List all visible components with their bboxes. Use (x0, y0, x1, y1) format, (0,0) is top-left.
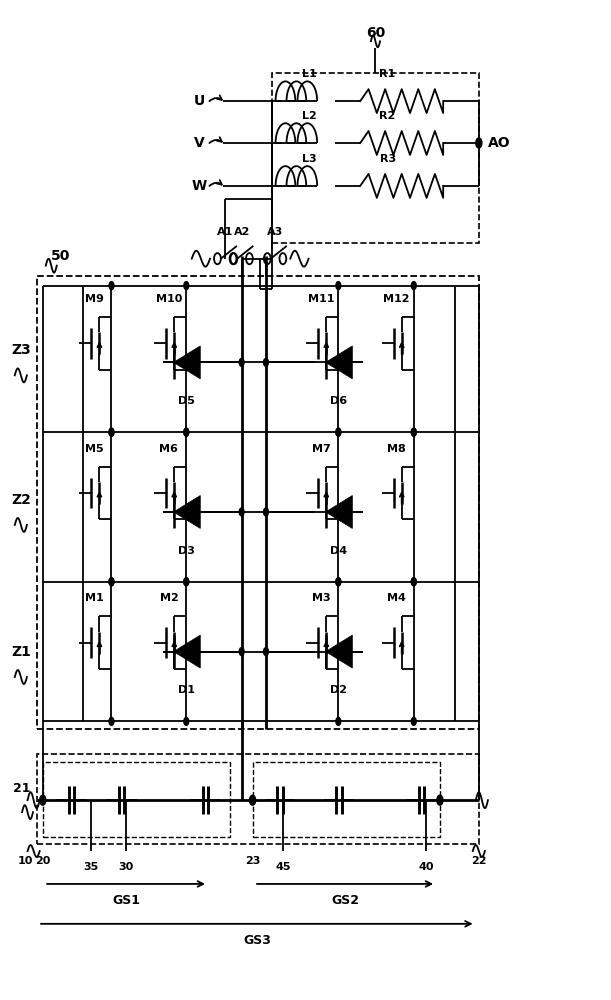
Text: L3: L3 (302, 154, 316, 164)
Text: A2: A2 (233, 227, 250, 237)
Text: 45: 45 (275, 862, 291, 872)
Bar (37, 754, 479, 844)
Text: D4: D4 (331, 546, 348, 556)
Text: 30: 30 (119, 862, 134, 872)
Circle shape (263, 648, 268, 656)
Text: R1: R1 (379, 69, 396, 79)
Circle shape (109, 282, 114, 290)
Circle shape (184, 428, 189, 436)
Circle shape (239, 358, 244, 366)
Text: AO: AO (488, 136, 511, 150)
Circle shape (263, 508, 268, 516)
Text: 21: 21 (13, 782, 30, 795)
Circle shape (411, 578, 416, 586)
Circle shape (184, 508, 189, 516)
Bar (272, 73, 479, 243)
Text: Z2: Z2 (11, 493, 31, 507)
Text: M10: M10 (156, 294, 182, 304)
Text: GS3: GS3 (243, 934, 271, 947)
Polygon shape (326, 635, 353, 668)
Text: M11: M11 (308, 294, 334, 304)
Text: GS2: GS2 (331, 894, 359, 907)
Text: D3: D3 (178, 546, 196, 556)
Circle shape (184, 282, 189, 290)
Circle shape (184, 578, 189, 586)
Circle shape (184, 428, 189, 436)
Text: R2: R2 (379, 111, 396, 121)
Circle shape (411, 578, 416, 586)
Circle shape (336, 578, 341, 586)
Text: D5: D5 (178, 396, 196, 406)
Bar (37, 276, 479, 729)
Circle shape (109, 428, 114, 436)
Circle shape (336, 428, 341, 436)
Text: M4: M4 (387, 593, 406, 603)
Text: M12: M12 (383, 294, 409, 304)
Text: M8: M8 (387, 444, 406, 454)
Circle shape (239, 508, 244, 516)
Circle shape (109, 578, 114, 586)
Polygon shape (174, 346, 200, 379)
Bar (43, 762, 230, 837)
Circle shape (184, 717, 189, 725)
Circle shape (411, 282, 416, 290)
Circle shape (411, 428, 416, 436)
Text: L2: L2 (302, 111, 316, 121)
Polygon shape (326, 346, 353, 379)
Text: 35: 35 (84, 862, 99, 872)
Circle shape (336, 358, 341, 366)
Circle shape (411, 717, 416, 725)
Text: U: U (194, 94, 205, 108)
Circle shape (109, 578, 114, 586)
Text: 40: 40 (418, 862, 434, 872)
Circle shape (239, 648, 244, 656)
Circle shape (336, 428, 341, 436)
Text: 50: 50 (51, 249, 71, 263)
Text: Z3: Z3 (11, 343, 31, 357)
Polygon shape (174, 496, 200, 528)
Text: M6: M6 (159, 444, 178, 454)
Circle shape (184, 648, 189, 656)
Text: V: V (194, 136, 205, 150)
Polygon shape (174, 635, 200, 668)
Circle shape (336, 578, 341, 586)
Text: D2: D2 (331, 685, 348, 695)
Text: GS1: GS1 (112, 894, 140, 907)
Text: M2: M2 (159, 593, 178, 603)
Text: 10: 10 (18, 856, 34, 866)
Text: M1: M1 (85, 593, 103, 603)
Text: D1: D1 (178, 685, 196, 695)
Bar (252, 762, 440, 837)
Circle shape (437, 795, 443, 805)
Circle shape (109, 428, 114, 436)
Circle shape (336, 648, 341, 656)
Polygon shape (326, 496, 353, 528)
Text: L1: L1 (302, 69, 316, 79)
Text: M9: M9 (85, 294, 103, 304)
Text: 20: 20 (35, 856, 51, 866)
Text: M5: M5 (85, 444, 103, 454)
Text: 23: 23 (245, 856, 260, 866)
Circle shape (184, 358, 189, 366)
Circle shape (336, 508, 341, 516)
Text: A1: A1 (217, 227, 233, 237)
Text: R3: R3 (379, 154, 396, 164)
Text: M3: M3 (312, 593, 331, 603)
Text: W: W (191, 179, 207, 193)
Circle shape (109, 717, 114, 725)
Circle shape (476, 138, 482, 148)
Text: Z1: Z1 (11, 645, 31, 659)
Circle shape (40, 795, 46, 805)
Text: A3: A3 (267, 227, 284, 237)
Circle shape (263, 358, 268, 366)
Text: 60: 60 (366, 26, 385, 40)
Text: M7: M7 (312, 444, 331, 454)
Text: 22: 22 (471, 856, 486, 866)
Circle shape (336, 717, 341, 725)
Circle shape (249, 795, 255, 805)
Circle shape (336, 282, 341, 290)
Circle shape (184, 578, 189, 586)
Circle shape (411, 428, 416, 436)
Text: D6: D6 (331, 396, 348, 406)
